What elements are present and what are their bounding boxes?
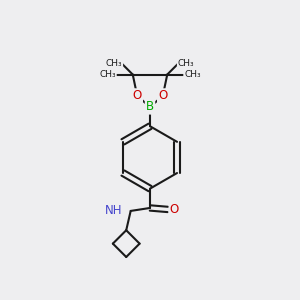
Text: O: O [170,203,179,216]
Text: CH₃: CH₃ [184,70,201,79]
Text: CH₃: CH₃ [178,58,194,68]
Text: O: O [158,89,167,102]
Text: B: B [146,100,154,113]
Text: CH₃: CH₃ [106,58,122,68]
Text: O: O [133,89,142,102]
Text: CH₃: CH₃ [99,70,116,79]
Text: NH: NH [105,204,122,218]
